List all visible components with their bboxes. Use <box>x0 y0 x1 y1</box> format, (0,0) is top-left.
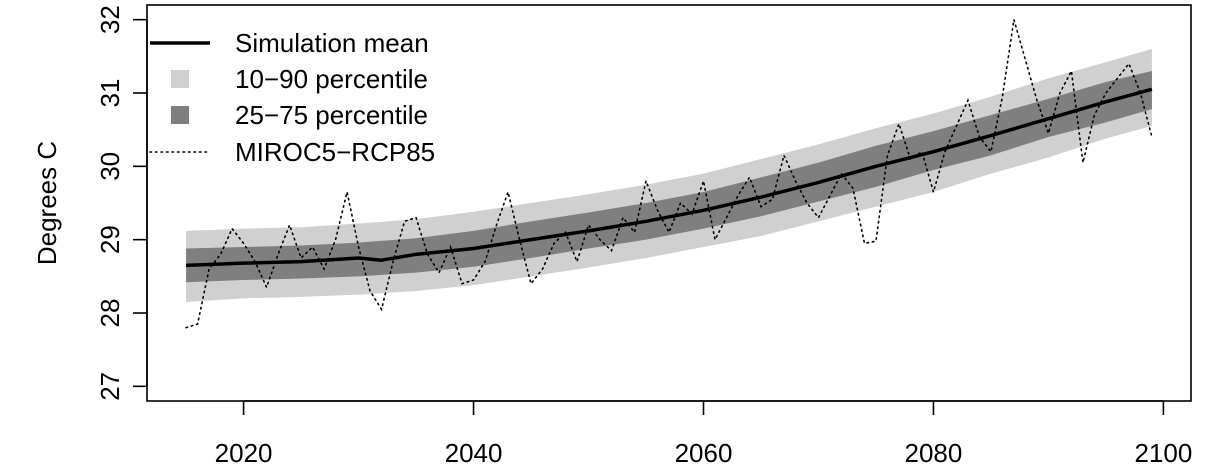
x-tick-label: 2040 <box>445 438 503 468</box>
legend-key-25-75 <box>171 106 189 124</box>
x-tick-label: 2060 <box>675 438 733 468</box>
y-axis-label: Degrees C <box>32 141 62 265</box>
y-tick-label: 32 <box>95 5 125 34</box>
x-tick-label: 2020 <box>215 438 273 468</box>
y-tick-label: 29 <box>95 225 125 254</box>
legend-label: Simulation mean <box>235 28 429 58</box>
legend-label: 10−90 percentile <box>235 64 428 94</box>
legend: Simulation mean 10−90 percentile 25−75 per… <box>149 28 435 167</box>
legend-label: 25−75 percentile <box>235 100 428 130</box>
y-tick-label: 31 <box>95 79 125 108</box>
mean-layer <box>186 87 1153 268</box>
legend-key-10-90 <box>171 70 189 88</box>
y-tick-label: 30 <box>95 152 125 181</box>
x-axis: 2020 2040 2060 2080 2100 <box>215 400 1192 468</box>
x-tick-label: 2100 <box>1134 438 1192 468</box>
y-tick-label: 28 <box>95 299 125 328</box>
x-tick-label: 2080 <box>905 438 963 468</box>
y-tick-label: 27 <box>95 372 125 401</box>
y-axis: 27 28 29 30 31 32 <box>95 5 148 401</box>
mean-series-line <box>186 87 1153 268</box>
legend-label: MIROC5−RCP85 <box>235 137 435 167</box>
